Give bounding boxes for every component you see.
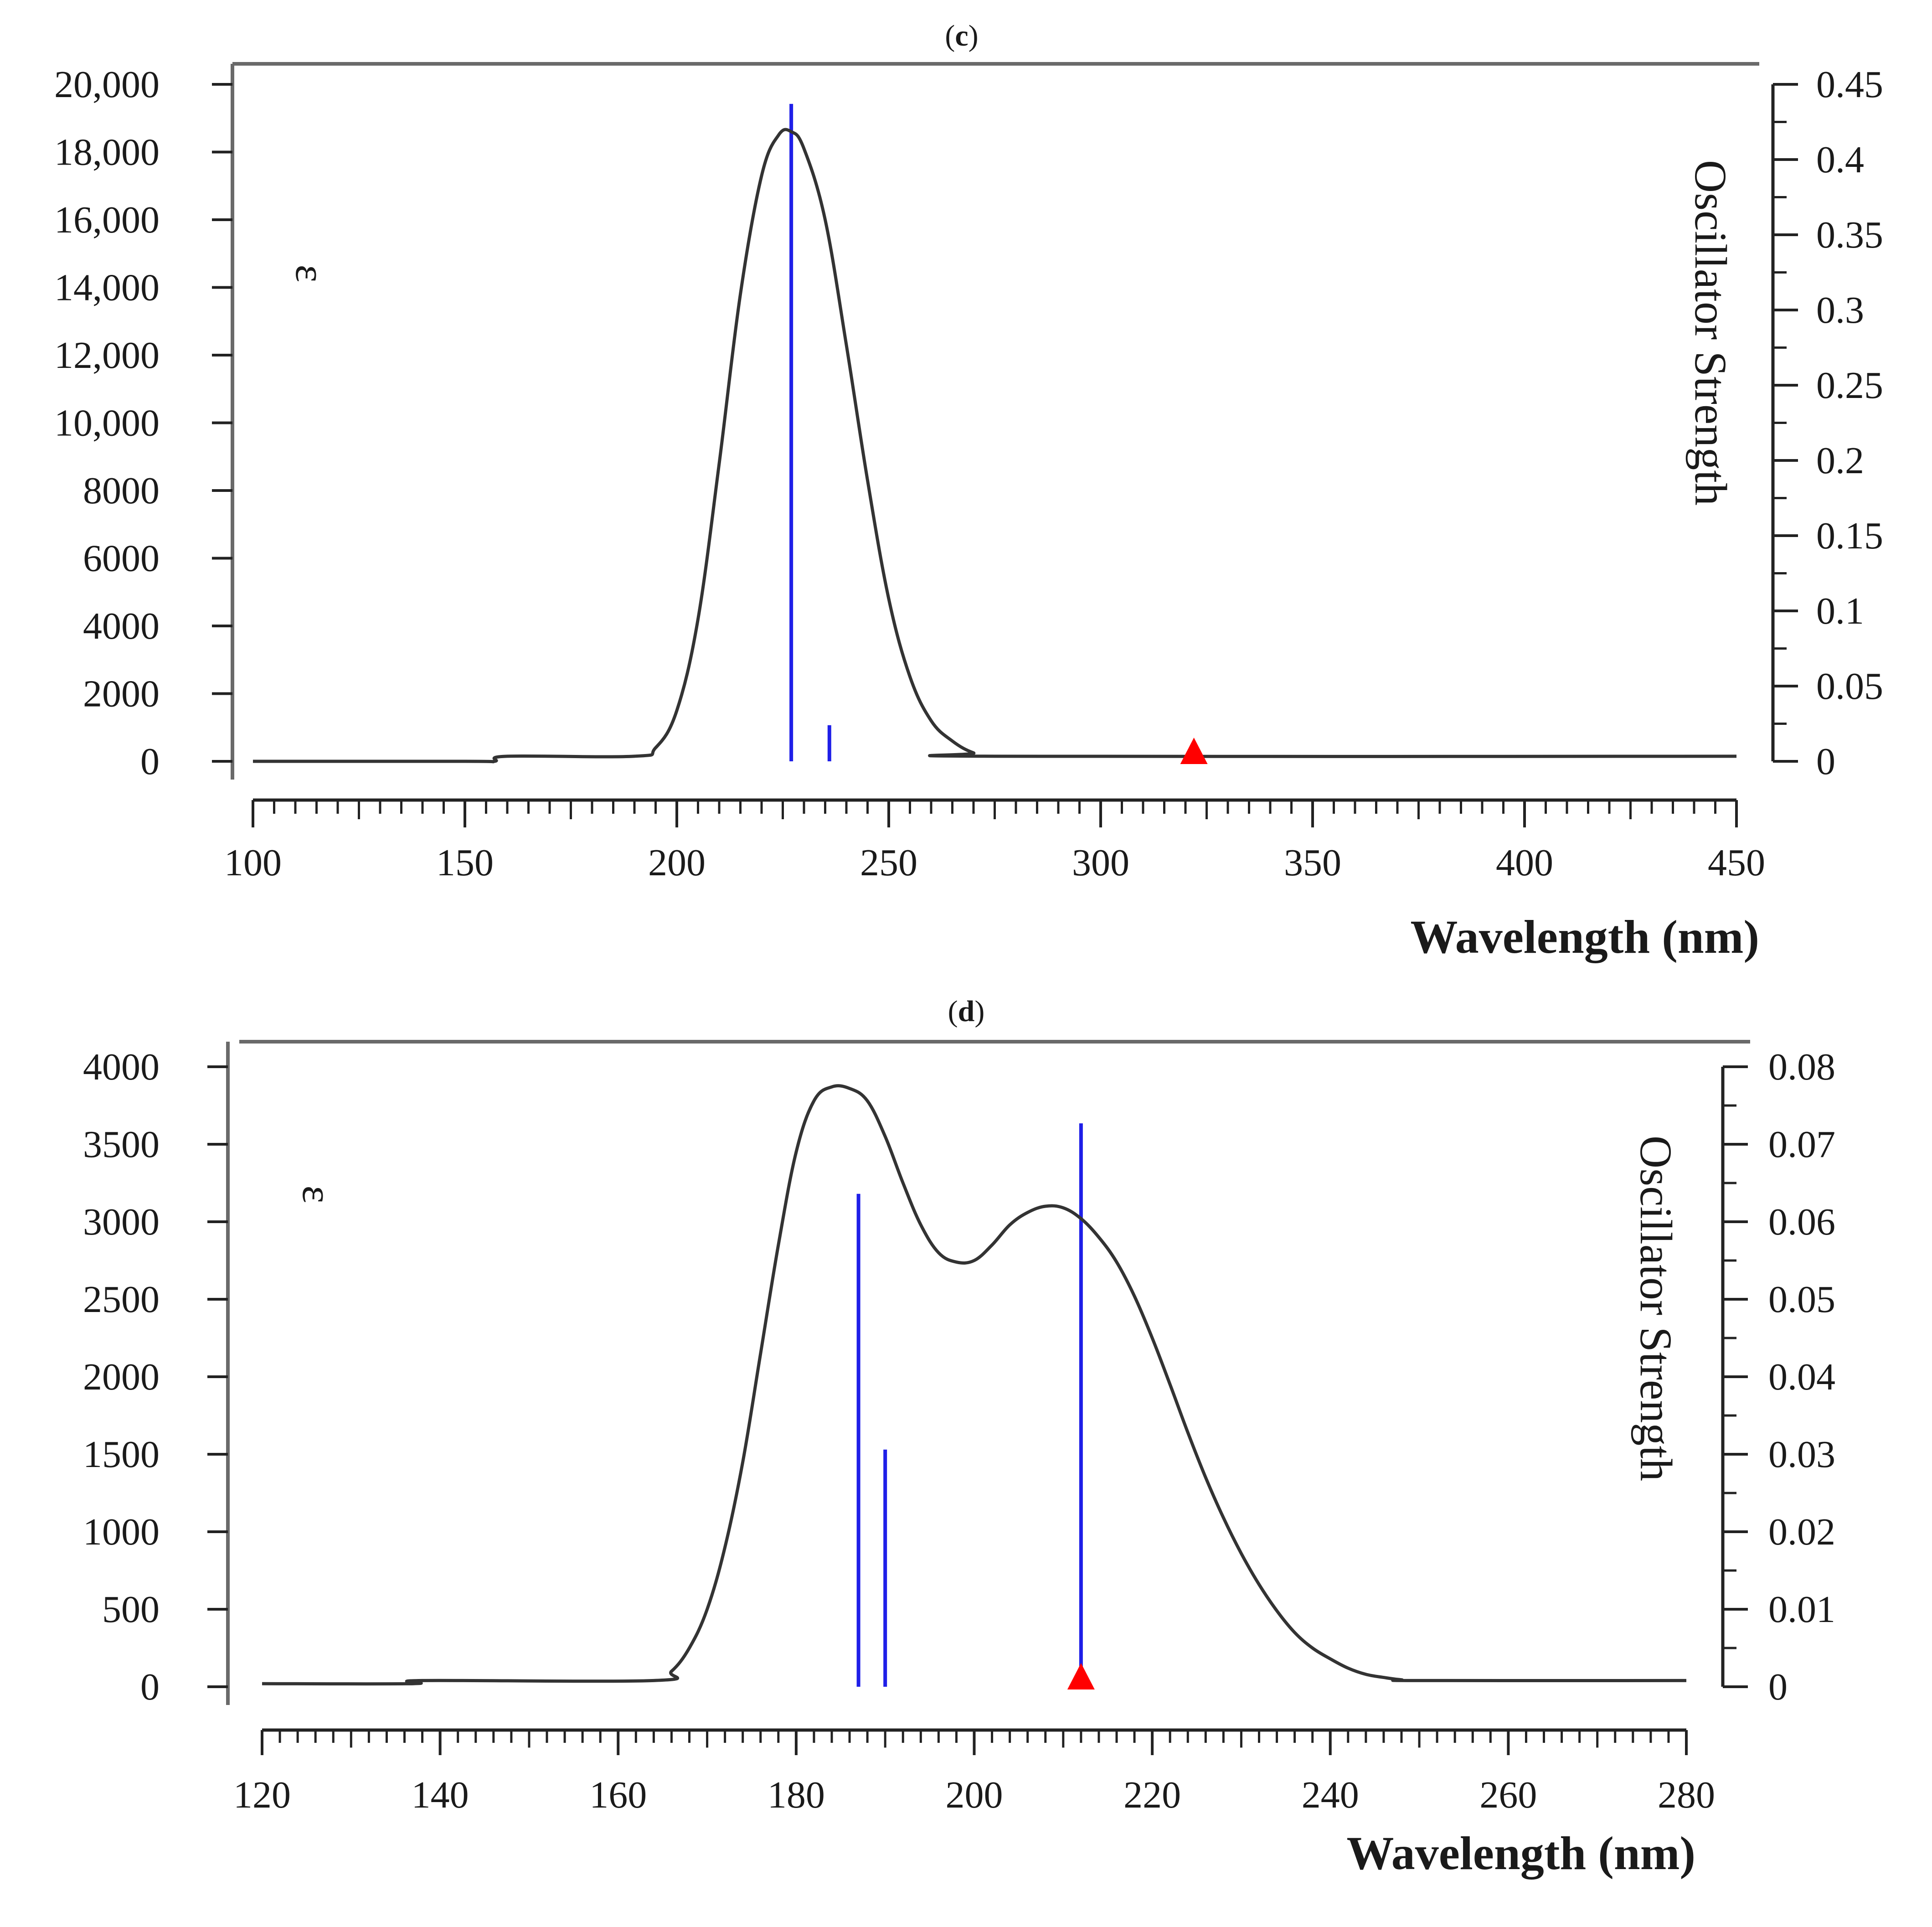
x-tick-label-d: 200 (946, 1774, 1003, 1816)
right-tick-label-c: 0.4 (1816, 139, 1864, 181)
x-tick-label-d: 260 (1479, 1774, 1537, 1816)
left-tick-label-d: 2000 (83, 1356, 160, 1398)
x-tick-label-c: 150 (436, 842, 494, 884)
x-tick-label-c: 200 (648, 842, 706, 884)
x-axis-title-d: Wavelength (nm) (1346, 1827, 1695, 1880)
epsilon-label-c: ε (287, 265, 334, 283)
right-tick-label-d: 0.05 (1768, 1278, 1835, 1321)
x-tick-label-d: 220 (1123, 1774, 1181, 1816)
spectrum-curve-d (262, 1084, 1687, 1686)
x-tick-label-c: 250 (860, 842, 917, 884)
right-tick-label-d: 0.08 (1768, 1046, 1835, 1088)
x-axis-title-c: Wavelength (nm) (1410, 911, 1759, 963)
red-triangle-marker-d (1067, 1663, 1095, 1689)
x-tick-label-d: 140 (412, 1774, 469, 1816)
right-tick-label-c: 0.25 (1816, 364, 1883, 407)
x-tick-label-d: 240 (1302, 1774, 1359, 1816)
left-tick-label-c: 2000 (83, 673, 160, 715)
x-tick-label-d: 120 (233, 1774, 291, 1816)
right-tick-label-d: 0.01 (1768, 1588, 1835, 1631)
right-tick-label-d: 0.04 (1768, 1356, 1835, 1398)
left-tick-label-c: 14,000 (54, 267, 160, 309)
right-tick-label-d: 0.06 (1768, 1201, 1835, 1243)
left-tick-label-d: 4000 (83, 1046, 160, 1088)
right-tick-label-d: 0.07 (1768, 1123, 1835, 1166)
right-axis-title-d: Oscillator Strength (1631, 1136, 1681, 1481)
epsilon-label-d: ε (294, 1186, 340, 1204)
left-tick-label-d: 0 (140, 1666, 160, 1708)
right-tick-label-c: 0.45 (1816, 63, 1883, 106)
left-tick-label-d: 1500 (83, 1433, 160, 1476)
x-tick-label-c: 400 (1496, 842, 1553, 884)
x-tick-label-c: 350 (1284, 842, 1341, 884)
left-tick-label-c: 10,000 (54, 402, 160, 444)
x-tick-label-c: 300 (1072, 842, 1129, 884)
chart-panel-c: (c) ε Oscillator Strength Wavelength (nm… (54, 19, 1883, 963)
x-tick-label-d: 160 (589, 1774, 647, 1816)
left-tick-label-c: 8000 (83, 470, 160, 512)
right-tick-label-d: 0.03 (1768, 1433, 1835, 1476)
x-tick-label-d: 280 (1658, 1774, 1715, 1816)
x-tick-label-c: 100 (224, 842, 282, 884)
spectrum-curve-c (252, 128, 1737, 764)
left-tick-label-c: 12,000 (54, 334, 160, 377)
right-tick-label-c: 0.1 (1816, 590, 1864, 632)
left-tick-label-c: 20,000 (54, 63, 160, 106)
left-tick-label-c: 4000 (83, 605, 160, 647)
right-tick-label-d: 0 (1768, 1666, 1788, 1708)
left-tick-label-d: 2500 (83, 1278, 160, 1321)
right-tick-label-c: 0.3 (1816, 289, 1864, 331)
left-tick-label-d: 3500 (83, 1123, 160, 1166)
left-tick-label-d: 3000 (83, 1201, 160, 1243)
panel-title-d: (d) (948, 995, 985, 1028)
chart-panel-d: (d) ε Oscillator Strength Wavelength (nm… (83, 995, 1835, 1880)
left-tick-label-c: 16,000 (54, 199, 160, 241)
right-tick-label-c: 0.05 (1816, 665, 1883, 708)
right-tick-label-c: 0.35 (1816, 214, 1883, 256)
x-tick-label-d: 180 (768, 1774, 825, 1816)
left-tick-label-c: 18,000 (54, 131, 160, 174)
red-triangle-marker-c (1180, 738, 1208, 764)
left-tick-label-d: 1000 (83, 1511, 160, 1553)
right-axis-title-c: Oscillator Strength (1685, 160, 1736, 506)
left-tick-label-c: 0 (140, 740, 160, 783)
left-tick-label-d: 500 (102, 1588, 160, 1631)
right-tick-label-c: 0.15 (1816, 515, 1883, 557)
panel-title-c: (c) (945, 19, 978, 52)
right-tick-label-c: 0 (1816, 740, 1835, 783)
x-tick-label-c: 450 (1708, 842, 1765, 884)
left-tick-label-c: 6000 (83, 537, 160, 580)
right-tick-label-d: 0.02 (1768, 1511, 1835, 1553)
right-tick-label-c: 0.2 (1816, 439, 1864, 482)
